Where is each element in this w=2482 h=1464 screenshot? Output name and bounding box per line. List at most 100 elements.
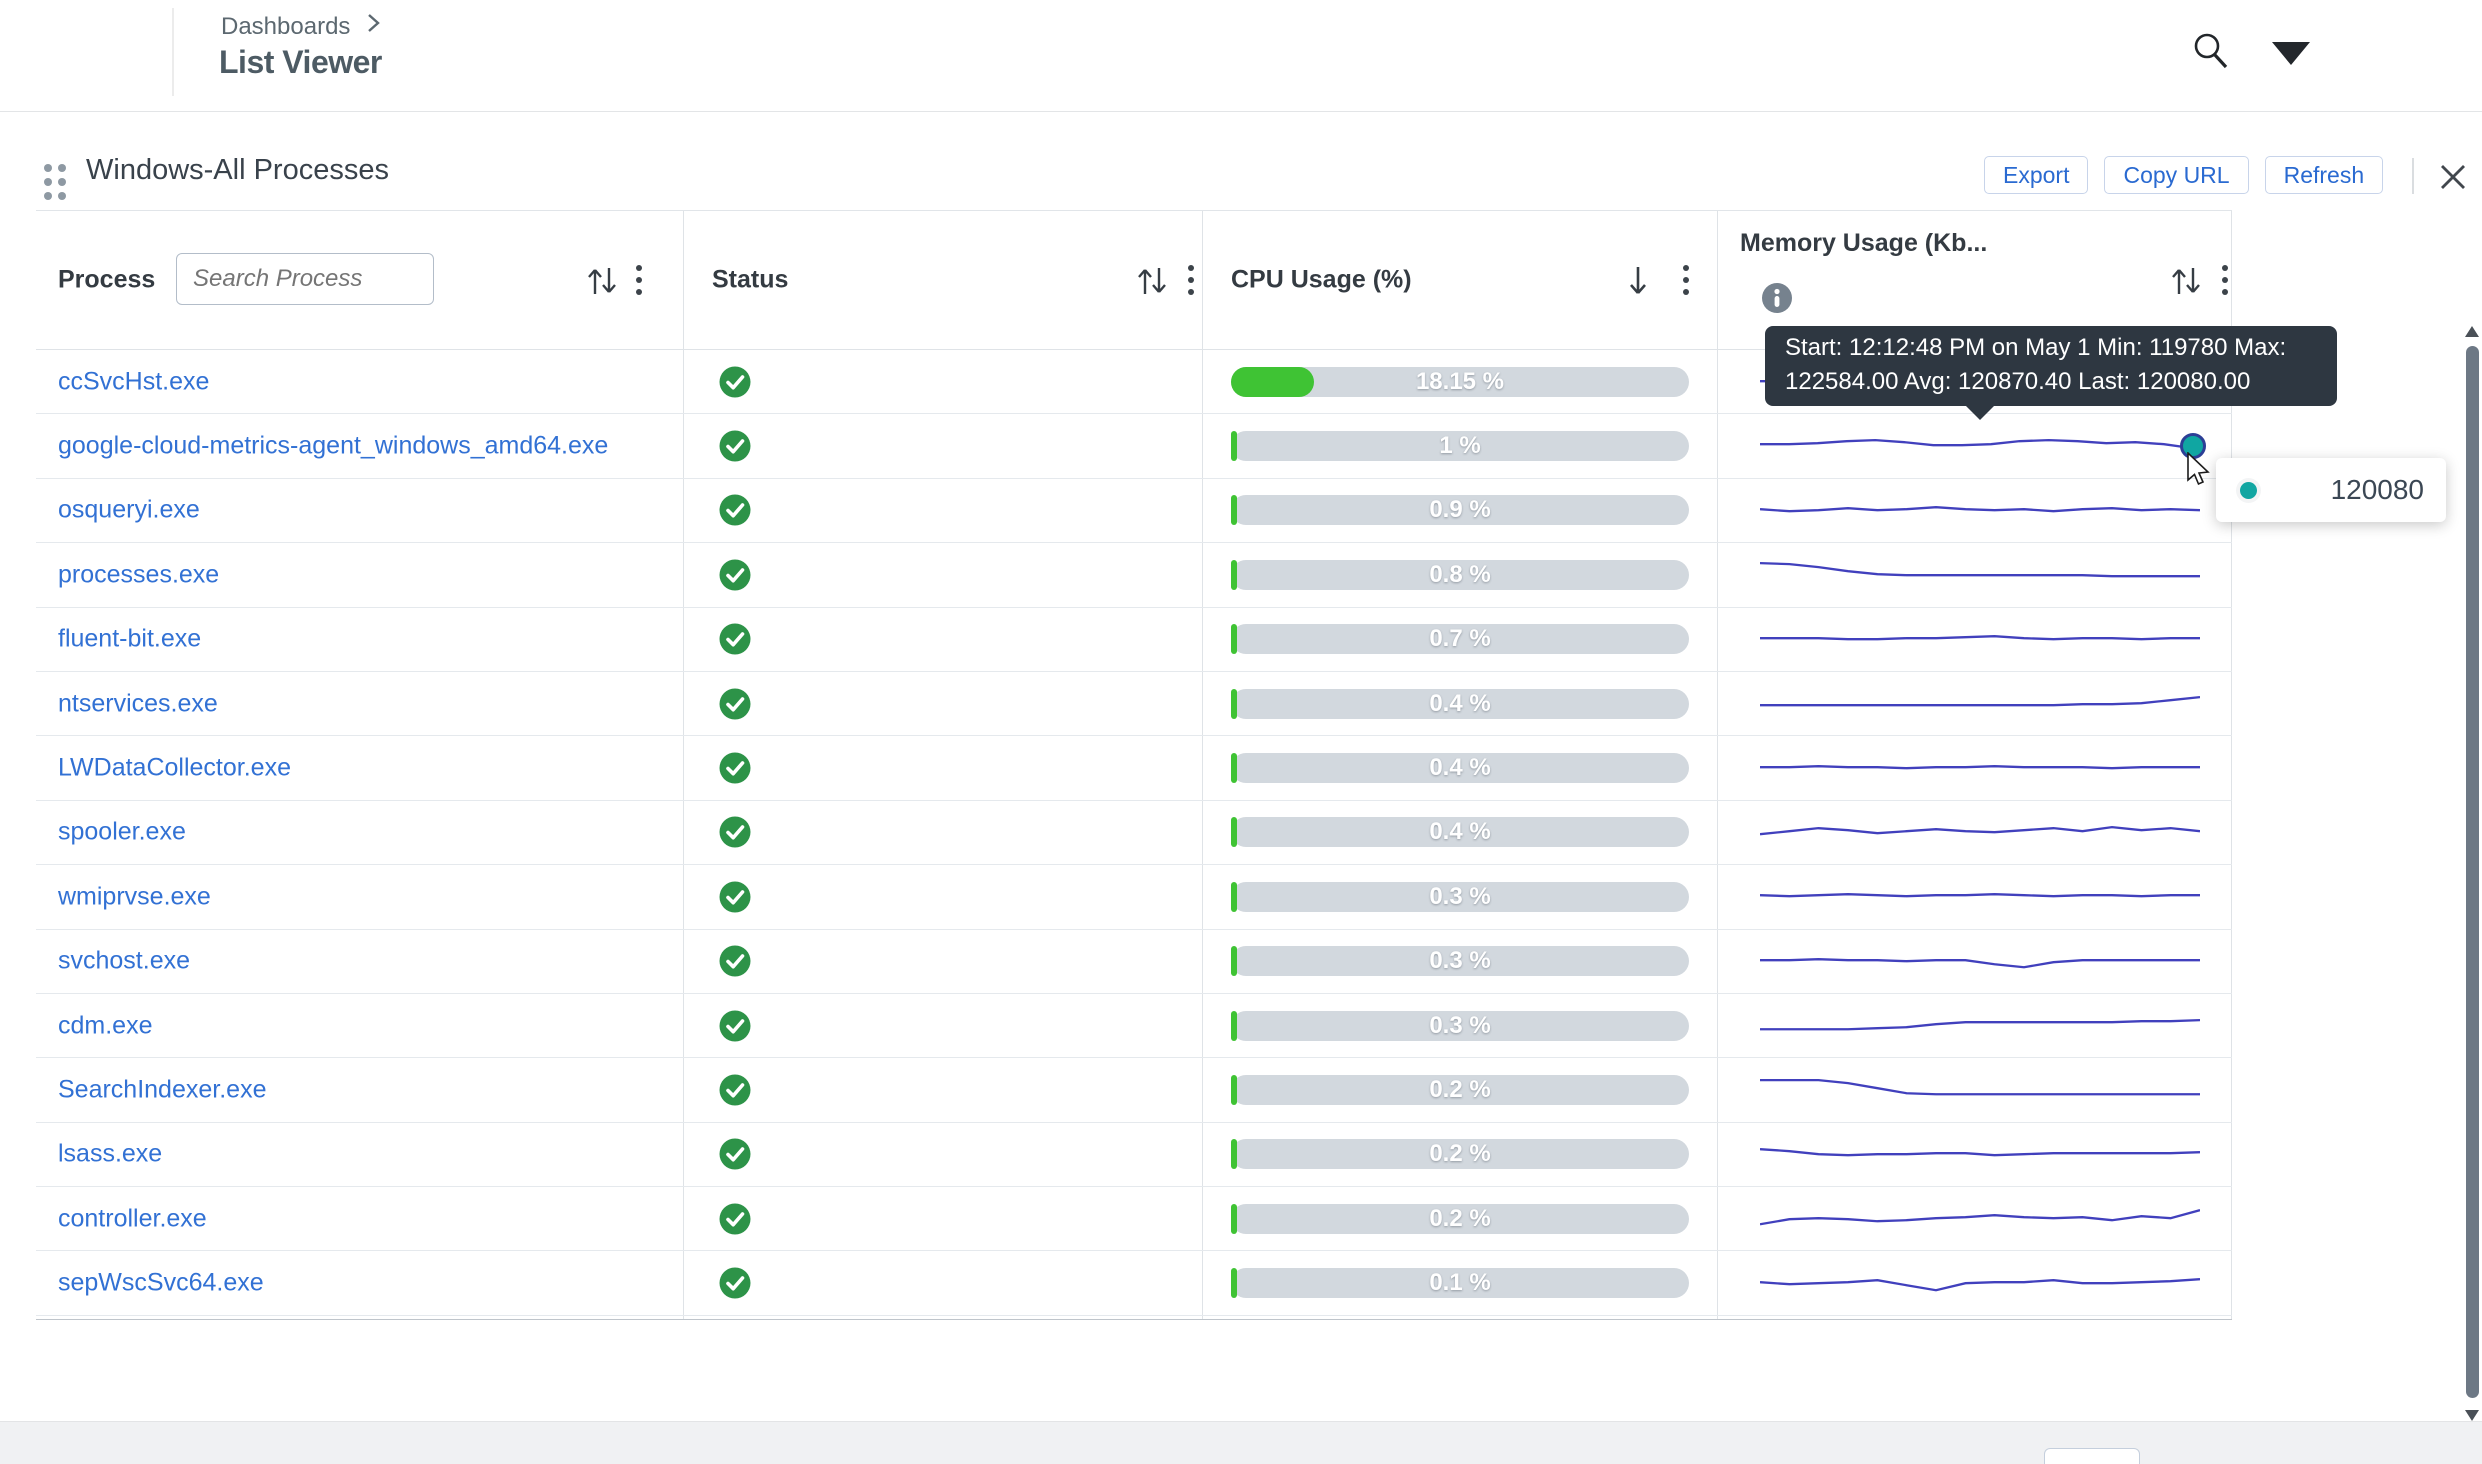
process-link[interactable]: ntservices.exe — [58, 689, 218, 718]
hover-value-tooltip: 120080 — [2216, 458, 2446, 522]
process-link[interactable]: ccSvcHst.exe — [58, 367, 209, 396]
header-cpu: CPU Usage (%) — [1203, 211, 1718, 349]
search-process-input[interactable] — [176, 253, 434, 305]
refresh-button[interactable]: Refresh — [2265, 156, 2384, 194]
table-row: wmiprvse.exe 0.3 % — [36, 865, 2232, 929]
header-process: Process — [36, 211, 684, 349]
memory-sparkline[interactable] — [1760, 1251, 2200, 1314]
process-link[interactable]: wmiprvse.exe — [58, 882, 211, 911]
sort-desc-icon[interactable] — [1627, 263, 1649, 304]
cpu-usage-label: 0.2 % — [1231, 1076, 1689, 1104]
page-title: List Viewer — [219, 44, 382, 81]
memory-sparkline[interactable] — [1760, 930, 2200, 993]
process-link[interactable]: LWDataCollector.exe — [58, 754, 291, 783]
cpu-usage-label: 0.3 % — [1231, 883, 1689, 911]
process-link[interactable]: lsass.exe — [58, 1140, 162, 1169]
close-icon[interactable] — [2438, 162, 2468, 197]
rows-per-page-select[interactable]: 20 — [2044, 1448, 2140, 1464]
table-row: LWDataCollector.exe 0.4 % — [36, 736, 2232, 800]
cpu-usage-bar: 1 % — [1231, 431, 1689, 461]
copy-url-button[interactable]: Copy URL — [2104, 156, 2248, 194]
cpu-usage-label: 0.9 % — [1231, 496, 1689, 524]
column-menu-icon[interactable] — [2220, 263, 2230, 304]
column-menu-icon[interactable] — [634, 263, 644, 304]
vertical-scrollbar — [2464, 324, 2481, 1432]
memory-sparkline[interactable] — [1760, 736, 2200, 799]
cpu-usage-bar: 0.9 % — [1231, 495, 1689, 525]
pagination: Rows per page: 20 1–20 of 52 — [1851, 1446, 2462, 1464]
cpu-usage-bar: 0.2 % — [1231, 1075, 1689, 1105]
column-menu-icon[interactable] — [1186, 263, 1196, 304]
memory-sparkline[interactable] — [1760, 1058, 2200, 1121]
search-icon[interactable] — [2190, 30, 2232, 77]
cpu-usage-label: 0.4 % — [1231, 818, 1689, 846]
top-bar: Dashboards List Viewer — [0, 0, 2482, 112]
status-header-label: Status — [712, 266, 788, 295]
process-link[interactable]: processes.exe — [58, 560, 219, 589]
drag-handle-icon[interactable] — [44, 164, 66, 200]
table-row: ntservices.exe 0.4 % — [36, 672, 2232, 736]
memory-sparkline[interactable] — [1760, 414, 2200, 477]
cpu-usage-bar: 0.4 % — [1231, 753, 1689, 783]
cpu-usage-bar: 0.3 % — [1231, 1011, 1689, 1041]
cpu-usage-label: 1 % — [1231, 432, 1689, 460]
process-link[interactable]: SearchIndexer.exe — [58, 1075, 266, 1104]
table-row: fluent-bit.exe 0.7 % — [36, 608, 2232, 672]
info-icon[interactable] — [1762, 283, 1792, 318]
widget-actions: Export Copy URL Refresh — [1984, 156, 2383, 194]
chevron-down-icon[interactable] — [2272, 42, 2310, 65]
table-body: ccSvcHst.exe 18.15 % google-cloud-metrics-… — [36, 350, 2232, 1320]
status-ok-icon — [719, 881, 751, 913]
process-link[interactable]: cdm.exe — [58, 1011, 152, 1040]
sort-icon[interactable] — [2166, 263, 2206, 304]
memory-sparkline[interactable] — [1760, 994, 2200, 1057]
widget-title: Windows-All Processes — [86, 154, 389, 187]
process-link[interactable]: osqueryi.exe — [58, 496, 200, 525]
cpu-usage-label: 0.4 % — [1231, 690, 1689, 718]
memory-sparkline[interactable] — [1760, 672, 2200, 735]
process-link[interactable]: spooler.exe — [58, 818, 186, 847]
chevron-right-icon — [366, 12, 381, 41]
process-link[interactable]: svchost.exe — [58, 947, 190, 976]
sort-icon[interactable] — [1132, 263, 1172, 304]
process-link[interactable]: fluent-bit.exe — [58, 625, 201, 654]
cpu-usage-label: 0.7 % — [1231, 625, 1689, 653]
scrollbar-thumb[interactable] — [2466, 346, 2479, 1398]
cpu-usage-bar: 0.8 % — [1231, 560, 1689, 590]
status-ok-icon — [719, 559, 751, 591]
memory-sparkline[interactable] — [1760, 801, 2200, 864]
export-button[interactable]: Export — [1984, 156, 2088, 194]
mouse-cursor — [2186, 452, 2214, 497]
cpu-usage-label: 18.15 % — [1231, 368, 1689, 396]
memory-sparkline[interactable] — [1760, 1123, 2200, 1186]
status-ok-icon — [719, 1074, 751, 1106]
scroll-down-icon[interactable] — [2465, 1410, 2479, 1421]
table-row: processes.exe 0.8 % — [36, 543, 2232, 607]
table-row: lsass.exe0.2 % — [36, 1123, 2232, 1187]
memory-sparkline[interactable] — [1760, 865, 2200, 928]
table-row — [36, 1316, 2232, 1320]
memory-sparkline[interactable] — [1760, 1316, 2200, 1320]
status-ok-icon — [719, 688, 751, 720]
memory-sparkline[interactable] — [1760, 1187, 2200, 1250]
header-status: Status — [684, 211, 1203, 349]
screen: Dashboards List Viewer Windows-All Proce… — [0, 0, 2482, 1464]
memory-sparkline[interactable] — [1760, 543, 2200, 606]
memory-header-label: Memory Usage (Kb... — [1740, 229, 1987, 258]
cpu-usage-bar: 18.15 % — [1231, 367, 1689, 397]
status-ok-icon — [719, 623, 751, 655]
breadcrumb: Dashboards — [221, 12, 381, 41]
process-link[interactable]: google-cloud-metrics-agent_windows_amd64… — [58, 432, 608, 461]
cpu-usage-bar: 0.3 % — [1231, 882, 1689, 912]
scroll-up-icon[interactable] — [2465, 326, 2479, 337]
memory-sparkline[interactable] — [1760, 479, 2200, 542]
process-header-label: Process — [58, 266, 155, 295]
column-menu-icon[interactable] — [1681, 263, 1691, 304]
breadcrumb-dashboards-link[interactable]: Dashboards — [221, 13, 350, 41]
status-ok-icon — [719, 1203, 751, 1235]
process-link[interactable]: controller.exe — [58, 1204, 207, 1233]
sort-icon[interactable] — [582, 263, 622, 304]
memory-sparkline[interactable] — [1760, 608, 2200, 671]
table-row: SearchIndexer.exe 0.2 % — [36, 1058, 2232, 1122]
process-link[interactable]: sepWscSvc64.exe — [58, 1269, 264, 1298]
